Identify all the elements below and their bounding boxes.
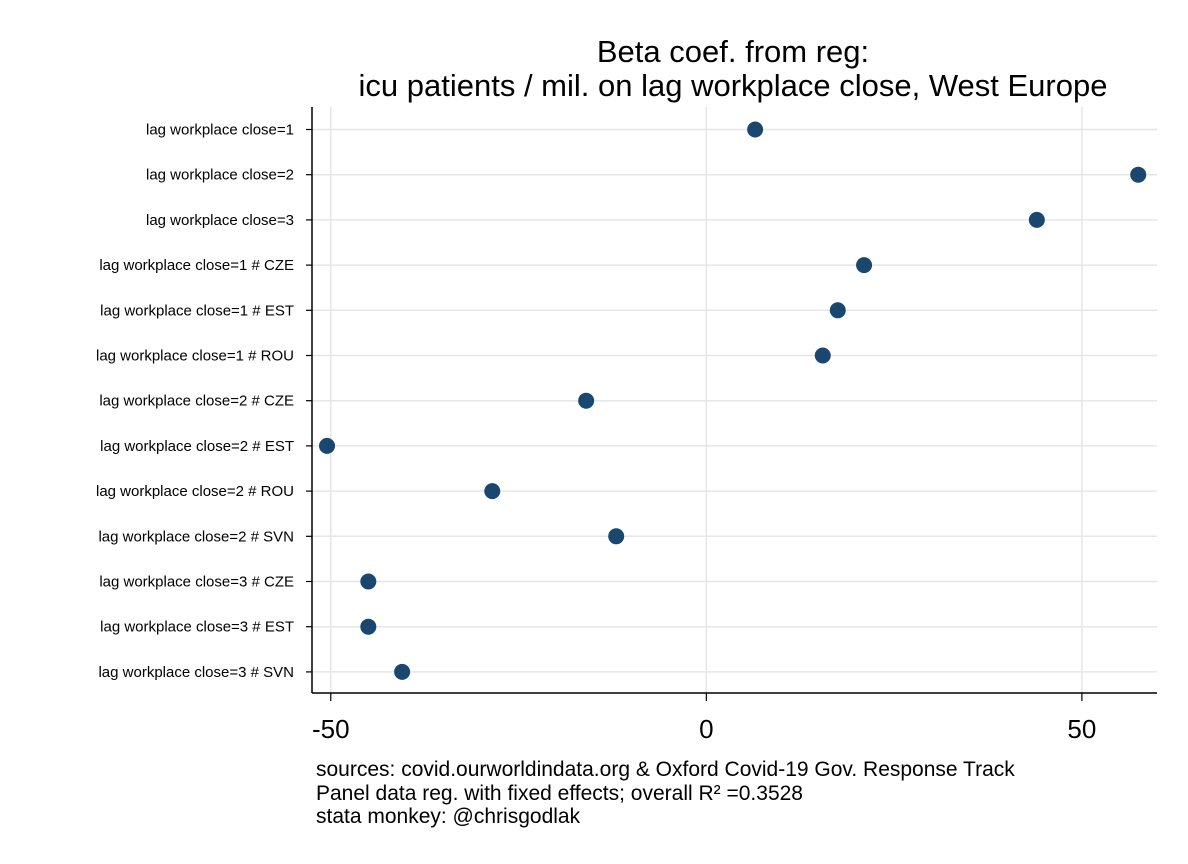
y-tick-label: lag workplace close=3	[146, 212, 294, 229]
data-point	[484, 483, 501, 500]
y-tick-label: lag workplace close=3 # CZE	[99, 574, 294, 591]
y-tick-label: lag workplace close=2	[146, 167, 294, 184]
data-point	[814, 347, 831, 364]
y-tick-label: lag workplace close=3 # SVN	[98, 664, 294, 681]
data-point	[578, 392, 595, 409]
data-point	[829, 302, 846, 319]
x-tick-label: -50	[312, 714, 350, 744]
data-point	[856, 257, 873, 274]
data-points	[319, 121, 1147, 680]
y-tick-label: lag workplace close=1 # CZE	[99, 257, 294, 274]
data-point	[360, 573, 377, 590]
data-point	[1130, 166, 1147, 183]
note-author: stata monkey: @chrisgodlak	[316, 805, 581, 828]
data-point	[394, 663, 411, 680]
y-tick-label: lag workplace close=2 # SVN	[98, 528, 294, 545]
chart-title-line-2: icu patients / mil. on lag workplace clo…	[359, 68, 1108, 103]
note-model: Panel data reg. with fixed effects; over…	[316, 782, 803, 805]
data-point	[360, 618, 377, 635]
y-tick-label: lag workplace close=1 # EST	[100, 302, 294, 319]
y-tick-label: lag workplace close=1	[146, 122, 294, 139]
y-tick-label: lag workplace close=3 # EST	[100, 619, 294, 636]
note-sources: sources: covid.ourworldindata.org & Oxfo…	[316, 758, 1015, 781]
y-tick-labels: lag workplace close=1 lag workplace close…	[96, 122, 294, 681]
x-tick-label: 0	[699, 714, 713, 744]
data-point	[608, 528, 625, 545]
data-point	[319, 437, 336, 454]
y-tick-label: lag workplace close=2 # EST	[100, 438, 294, 455]
x-tick-labels: -50 0 50	[312, 714, 1096, 744]
y-tick-label: lag workplace close=2 # ROU	[96, 483, 294, 500]
data-point	[1028, 211, 1045, 228]
chart-title-line-1: Beta coef. from reg:	[597, 34, 869, 69]
y-tick-label: lag workplace close=1 # ROU	[96, 348, 294, 365]
grid-lines	[312, 107, 1157, 693]
axes	[306, 107, 1157, 701]
y-tick-label: lag workplace close=2 # CZE	[99, 393, 294, 410]
x-tick-label: 50	[1067, 714, 1096, 744]
data-point	[747, 121, 764, 138]
